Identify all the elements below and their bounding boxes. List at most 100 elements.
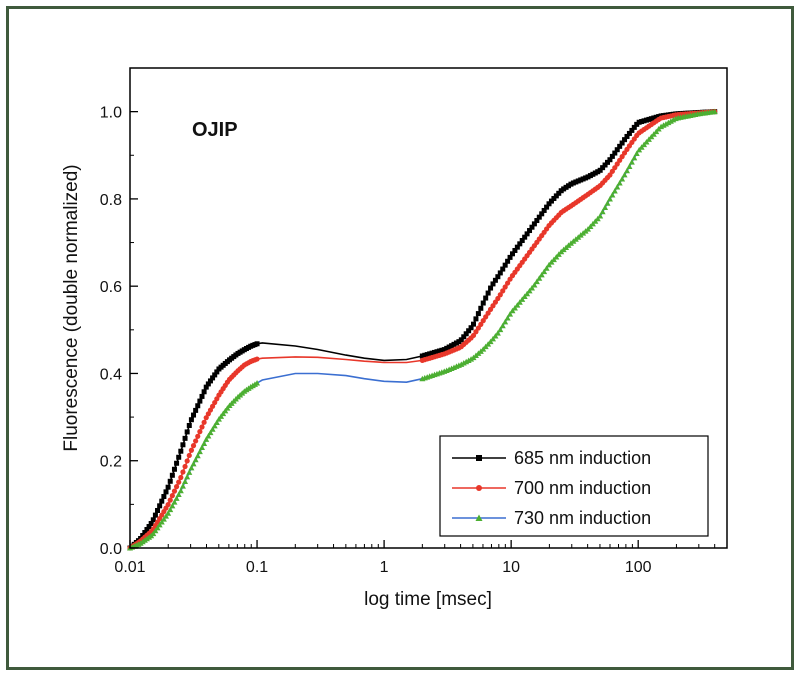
data-point-square	[207, 378, 213, 384]
data-point-square	[600, 165, 606, 171]
data-point-triangle	[220, 410, 227, 417]
data-point-square	[609, 153, 615, 159]
data-point-square	[514, 244, 520, 250]
data-point-square	[544, 204, 550, 210]
legend-label: 700 nm induction	[514, 478, 651, 498]
data-point-triangle	[626, 163, 633, 169]
data-point-square	[607, 157, 613, 163]
data-point-circle	[500, 288, 506, 294]
data-point-triangle	[222, 407, 229, 414]
data-point-circle	[190, 443, 197, 449]
data-point-triangle	[602, 204, 609, 211]
data-point-square	[458, 337, 464, 343]
data-point-square	[214, 369, 220, 375]
data-point-triangle	[538, 271, 545, 278]
data-point-square	[199, 393, 205, 399]
data-point-triangle	[211, 422, 218, 429]
data-point-square	[631, 124, 637, 130]
data-point-square	[614, 147, 620, 153]
data-point-triangle	[711, 108, 718, 115]
data-point-square	[212, 372, 218, 378]
data-point-square	[524, 231, 530, 237]
data-point-circle	[197, 429, 203, 435]
legend-box	[439, 435, 709, 537]
data-point-triangle	[198, 444, 205, 451]
data-point-triangle	[497, 326, 504, 333]
data-point-square	[193, 407, 199, 413]
data-point-square	[619, 140, 625, 146]
data-point-triangle	[254, 380, 261, 386]
data-point-square	[488, 285, 494, 291]
data-point-triangle	[521, 293, 528, 300]
data-point-square	[483, 295, 489, 301]
data-point-triangle	[162, 513, 169, 519]
data-point-triangle	[205, 432, 212, 439]
data-point-triangle	[152, 527, 159, 534]
data-point-triangle	[494, 330, 501, 336]
x-tick-label: 0.01	[114, 559, 145, 576]
data-point-circle	[167, 497, 173, 503]
data-point-triangle	[623, 167, 630, 174]
data-point-triangle	[611, 188, 618, 194]
data-point-triangle	[186, 469, 193, 475]
data-point-triangle	[631, 154, 638, 161]
data-point-circle	[609, 168, 615, 174]
data-point-triangle	[158, 519, 165, 525]
data-point-circle	[470, 332, 477, 339]
data-point-square	[186, 422, 192, 428]
y-tick-label: 0.6	[100, 279, 122, 296]
data-point-square	[161, 494, 167, 500]
legend-entry: 730 nm induction	[452, 508, 651, 528]
data-point-triangle	[609, 192, 616, 198]
data-point-square	[502, 262, 508, 268]
data-point-square	[191, 412, 197, 418]
data-point-triangle	[154, 524, 161, 531]
data-point-square	[485, 290, 491, 296]
data-point-square	[531, 221, 537, 227]
data-point-square	[490, 281, 496, 287]
x-axis-title: log time [msec]	[364, 589, 492, 610]
data-point-square	[171, 466, 177, 472]
data-point-square	[553, 193, 559, 199]
data-point-square	[475, 311, 481, 317]
data-point-square	[548, 198, 554, 204]
data-point-square	[517, 241, 523, 247]
data-point-square	[197, 398, 203, 404]
data-point-circle	[483, 314, 489, 320]
data-point-square	[163, 489, 169, 495]
data-point-square	[617, 143, 623, 149]
data-point-circle	[201, 419, 207, 425]
data-point-square	[473, 316, 479, 322]
y-tick-label: 0.4	[100, 366, 122, 383]
data-point-triangle	[201, 440, 208, 446]
data-point-circle	[478, 321, 484, 327]
data-point-triangle	[541, 268, 548, 275]
x-tick-label: 100	[625, 559, 652, 576]
data-point-square	[534, 218, 540, 224]
data-point-triangle	[188, 464, 195, 471]
data-point-square	[157, 503, 163, 509]
data-point-triangle	[524, 290, 531, 297]
data-point-square	[159, 498, 165, 504]
data-point-triangle	[190, 460, 197, 467]
data-point-triangle	[192, 456, 199, 463]
data-point-square	[174, 460, 180, 466]
data-point-circle	[480, 318, 486, 324]
data-point-triangle	[207, 429, 214, 436]
data-point-square	[210, 375, 216, 381]
data-point-circle	[171, 488, 178, 494]
data-point-square	[529, 224, 535, 230]
data-point-square	[541, 207, 547, 213]
data-point-circle	[617, 157, 623, 163]
data-point-triangle	[182, 478, 189, 485]
y-axis-title: Fluorescence (double normalized)	[61, 164, 82, 451]
data-point-triangle	[171, 499, 178, 505]
data-point-square	[509, 251, 515, 257]
data-point-triangle	[526, 287, 533, 294]
data-point-circle	[475, 325, 481, 331]
data-point-triangle	[489, 335, 496, 342]
data-point-square	[140, 533, 146, 539]
data-point-square	[497, 270, 503, 276]
legend-marker-square	[476, 455, 482, 461]
